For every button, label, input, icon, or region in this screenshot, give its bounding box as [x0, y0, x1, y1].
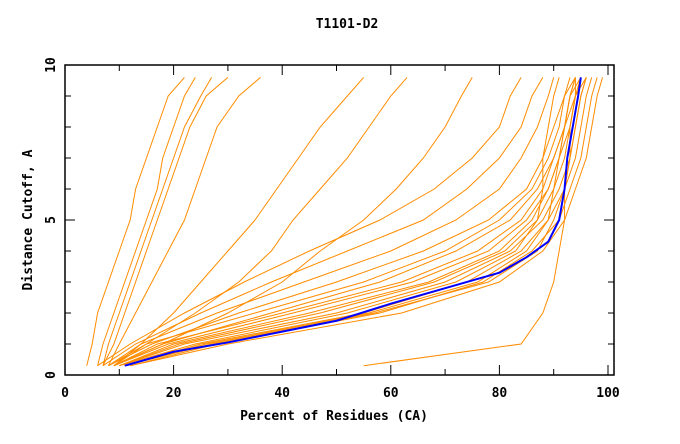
model-line-3: [102, 77, 229, 366]
x-tick-label: 40: [274, 386, 290, 401]
x-tick-label: 0: [61, 386, 69, 401]
model-line-5: [113, 77, 365, 367]
model-line-16: [113, 77, 587, 367]
x-axis-label: Percent of Residues (CA): [240, 409, 428, 424]
model-line-18: [108, 77, 555, 367]
model-line-2: [102, 77, 213, 366]
model-line-21: [119, 77, 560, 367]
model-line-8: [363, 77, 576, 367]
ticks-layer: 0 20 40 60 80 100 0 5 10: [44, 57, 620, 401]
x-tick-label: 80: [492, 386, 508, 401]
model-line-20: [97, 77, 522, 367]
model-line-0: [86, 77, 185, 366]
chart-title: T1101-D2: [316, 17, 379, 32]
model-line-6: [113, 77, 408, 367]
x-tick-label: 60: [383, 386, 399, 401]
y-tick-label: 10: [44, 57, 59, 73]
model-line-14: [130, 77, 598, 367]
y-axis-label: Distance Cutoff, A: [21, 149, 36, 290]
model-line-4: [107, 77, 261, 366]
series-layer: [86, 77, 604, 367]
x-tick-label: 20: [166, 386, 182, 401]
x-tick-label: 100: [596, 386, 620, 401]
y-tick-label: 0: [44, 371, 59, 379]
model-line-7: [113, 77, 473, 367]
model-line-9: [108, 77, 571, 367]
highlight-line: [124, 77, 582, 367]
model-line-15: [130, 77, 604, 367]
model-line-19: [102, 77, 544, 367]
model-line-1: [97, 77, 196, 366]
model-line-22: [124, 77, 576, 367]
model-line-12: [119, 77, 587, 367]
model-line-17: [108, 77, 576, 367]
y-tick-label: 5: [44, 216, 59, 224]
model-line-25: [113, 77, 582, 367]
